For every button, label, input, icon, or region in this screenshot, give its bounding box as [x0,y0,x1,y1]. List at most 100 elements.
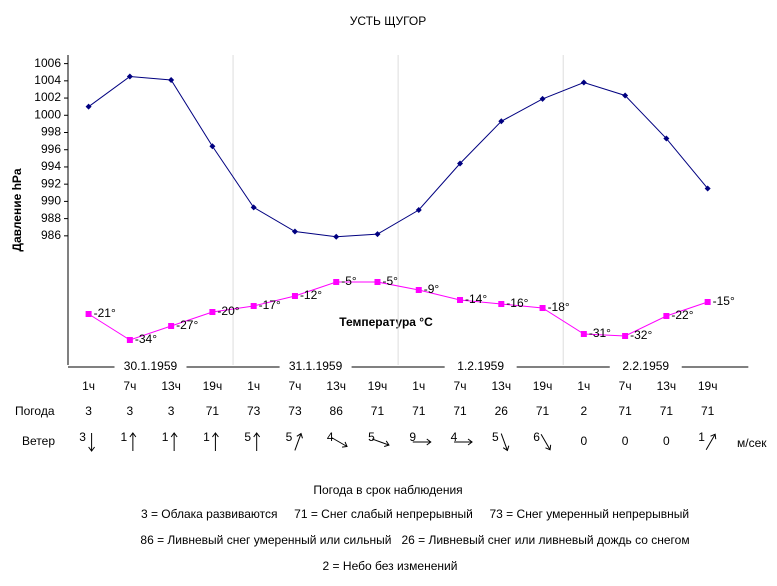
weather-code: 73 [247,404,261,418]
temperature-label: -16° [506,296,528,310]
arrow-head [296,432,303,439]
wind-speed: 0 [622,434,629,448]
temperature-label: -27° [176,318,198,332]
wind-speed: 5 [368,430,375,444]
pressure-marker [168,76,175,83]
arrow-head [710,433,717,440]
wind-speed: 6 [533,430,540,444]
weather-code: 71 [412,404,426,418]
temperature-label: -22° [671,308,693,322]
y-tick-label: 986 [41,228,61,242]
x-tick-label: 7ч [288,379,301,393]
arrow-head [502,445,510,452]
wind-speed: 1 [121,430,128,444]
weather-code: 26 [495,404,509,418]
x-tick-label: 19ч [368,379,388,393]
arrow-head [253,432,261,438]
wind-arrow [371,438,390,448]
y-tick-label: 988 [41,211,61,225]
x-tick-label: 19ч [533,379,553,393]
y-tick-label: 1002 [34,90,61,104]
wind-speed: 5 [492,430,499,444]
y-tick-label: 994 [41,159,61,173]
weather-code: 3 [168,404,175,418]
x-tick-label: 1ч [577,379,590,393]
pressure-marker [374,231,381,238]
temperature-label: -12° [300,288,322,302]
wind-speed: 0 [663,434,670,448]
arrow-shaft [500,433,508,451]
weather-code: 86 [330,404,344,418]
pressure-marker [291,228,298,235]
y-tick-label: 1000 [34,107,61,121]
temperature-label: -5° [341,274,357,288]
wind-arrow [331,437,348,448]
wind-arrow [88,433,95,452]
arrow-head [341,441,348,448]
arrow-shaft [371,438,390,446]
wind-arrow [294,432,303,451]
date-label: 1.2.1959 [457,359,504,373]
pressure-marker [498,118,505,125]
temperature-label: -20° [217,304,239,318]
x-tick-label: 19ч [203,379,223,393]
wind-unit: м/сек [737,436,767,450]
weather-code: 2 [580,404,587,418]
series-line [88,76,709,238]
temperature-label: -32° [630,328,652,342]
temperature-marker [539,305,546,311]
pressure-marker [457,160,464,167]
arrow-head [426,438,432,446]
temperature-marker [291,293,298,299]
pressure-marker [333,233,340,240]
temperature-marker [704,299,711,305]
wind-arrow [500,433,510,452]
wind-arrow [170,432,178,451]
y-tick-label: 996 [41,142,61,156]
arrow-head [88,446,95,452]
wind-speed: 1 [698,430,705,444]
temperature-label: -5° [382,274,398,288]
arrow-head [384,440,390,448]
weather-code: 71 [206,404,220,418]
temperature-label: -17° [259,298,281,312]
temperature-marker [663,313,670,319]
temperature-marker [126,337,133,343]
arrow-head [129,432,137,438]
date-bg [444,359,517,375]
x-tick-label: 7ч [454,379,467,393]
temperature-label: -15° [713,294,735,308]
temperature-marker [622,333,629,339]
wind-speed: 5 [244,430,251,444]
wind-arrow [412,438,432,446]
temperature-marker [209,309,216,315]
temperature-marker [333,279,340,285]
wind-speed: 3 [79,430,86,444]
temperature-marker [457,297,464,303]
pressure-marker [209,143,216,150]
weather-code: 3 [85,404,92,418]
wind-speed: 5 [286,430,293,444]
arrow-shaft [294,433,302,451]
date-label: 2.2.1959 [622,359,669,373]
y-tick-label: 1006 [34,56,61,70]
date-bg [114,359,187,375]
arrow-shaft [705,433,716,451]
weather-code: 71 [453,404,467,418]
pressure-marker [704,185,711,192]
weather-code: 71 [371,404,385,418]
pressure-marker [126,73,133,80]
pressure-marker [415,207,422,213]
date-bg [279,359,352,375]
arrow-shaft [540,433,551,451]
temperature-marker [168,323,175,329]
y-tick-label: 1004 [34,73,61,87]
date-label: 30.1.1959 [124,359,178,373]
y-tick-label: 998 [41,125,61,139]
x-tick-label: 13ч [326,379,346,393]
wind-speed: 1 [162,430,169,444]
weather-code: 73 [288,404,302,418]
wind-speed: 4 [327,430,334,444]
temperature-marker [250,303,257,309]
row-label: Погода [15,404,55,418]
